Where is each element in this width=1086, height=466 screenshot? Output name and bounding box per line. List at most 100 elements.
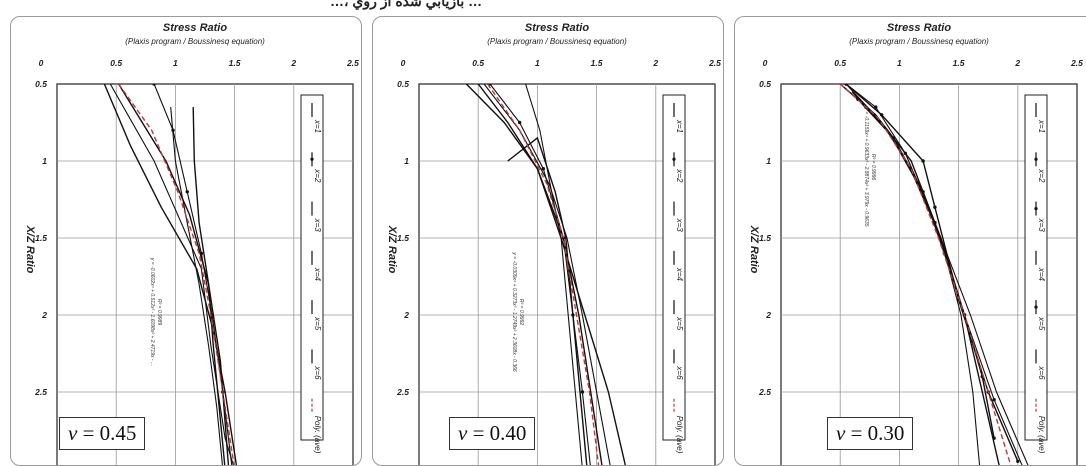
series-point [580,390,585,394]
legend-marker [672,157,676,161]
x-tick-label: 1 [173,58,178,68]
series-point [921,190,925,194]
chart-subtitle: (Plaxis program / Boussinesq equation) [487,37,627,46]
y-tick-label: 3 [766,464,771,466]
y-tick-label: 2 [765,310,771,320]
legend-marker [1034,157,1038,161]
legend-label: x=5 [1037,316,1046,331]
legend-label: x=6 [1037,365,1046,380]
series-line [507,136,588,465]
legend-label: Poly. (ave) [313,416,322,454]
x-tick-label: 0.5 [834,58,846,68]
series-group [465,84,626,465]
y-tick-label: 1 [766,156,771,166]
x-tick-label: 1 [897,58,902,68]
series-point [903,151,908,155]
legend-box [1024,94,1048,441]
legend-label: x=6 [313,365,322,380]
x-tick-label: 2.5 [1070,58,1083,68]
series-line [118,84,230,465]
chart-subtitle: (Plaxis program / Boussinesq equation) [849,37,989,46]
y-axis-label: X/Z Ratio [748,225,760,274]
legend-box [300,94,324,441]
poisson-label-1: ν = 0.45 [59,417,146,450]
legend-label: x=1 [1037,119,1046,133]
y-tick-label: 1.5 [35,233,47,243]
series-point [879,113,884,117]
y-tick-label: 0.5 [397,79,409,89]
x-tick-label: 1.5 [229,58,241,68]
equation-line: R² = 0.9996 [870,154,876,180]
legend: x=1 x=2 x=3 x=4 x=5 x=6 Poly. (ave) [662,94,686,454]
trend-equation: y = -0.0309x⁴ + 0.3273x³ - 1.2749x² + 2.… [511,251,524,372]
legend-marker [310,157,314,161]
y-tick-label: 2.5 [396,387,409,397]
equation-line: y = -0.1159x⁴ + 0.9633x³ - 2.8874x² + 3.… [863,107,869,227]
legend-label: Poly. (ave) [1037,416,1046,454]
x-tick-label: 0.5 [472,58,484,68]
trend-equation: y = -0.0602x⁴ + 0.512x³ - 1.6098x² + 2.4… [149,257,162,366]
legend-marker [1034,206,1038,211]
series-point [185,190,189,194]
series-point [152,84,156,86]
poisson-value-3: 0.30 [867,421,905,445]
x-tick-label: 0.5 [110,58,122,68]
chart-svg-2: Stress Ratio (Plaxis program / Boussinesq… [386,22,721,466]
series-point [933,205,937,209]
y-tick-label: 1 [42,156,47,166]
x-tick-label: 1.5 [591,58,603,68]
y-tick-label: 2 [41,310,47,320]
legend-label: x=3 [675,218,684,233]
y-tick-label: 2 [403,310,409,320]
legend-label: x=4 [1037,267,1046,282]
y-tick-label: 2.5 [34,387,47,397]
chart-title: Stress Ratio [163,22,227,34]
series-line [487,84,600,465]
y-axis-label: X/Z Ratio [386,225,398,274]
y-tick-label: 0.5 [759,79,771,89]
equation-line: y = -0.0602x⁴ + 0.512x³ - 1.6098x² + 2.4… [149,257,155,366]
y-tick-label: 1 [404,156,409,166]
series-point [921,159,925,163]
x-tick-label: 2 [652,58,658,68]
legend-label: x=2 [1037,168,1046,183]
legend-label: x=4 [313,267,322,282]
chart-title: Stress Ratio [887,22,951,34]
y-tick-label: 0.5 [35,79,47,89]
y-axis-label: X/Z Ratio [24,225,36,274]
legend-label: x=5 [675,316,684,331]
chart-panel-3: Stress Ratio (Plaxis program / Boussinesq… [734,16,1086,466]
legend-label: x=3 [313,218,322,233]
series-line [103,84,238,465]
poisson-label-2: ν = 0.40 [449,417,536,450]
x-tick-label: 0 [401,58,406,68]
x-tick-label: 1 [535,58,540,68]
poisson-value-2: 0.40 [489,421,527,445]
poisson-value-1: 0.45 [99,421,137,445]
series-line [525,84,583,465]
x-tick-label: 2.5 [346,58,359,68]
legend-label: x=1 [675,119,684,133]
trend-equation: y = -0.1159x⁴ + 0.9633x³ - 2.8874x² + 3.… [863,107,876,227]
x-tick-label: 0 [39,58,44,68]
legend-label: x=2 [313,168,322,183]
x-tick-label: 0 [763,58,768,68]
legend-label: Poly. (ave) [675,416,684,454]
x-tick-label: 2 [1014,58,1020,68]
y-tick-label: 2.5 [758,387,771,397]
legend: x=1 x=2 x=3 x=4 x=5 x=6 Poly. (ave) [300,94,324,454]
series-point [541,167,546,171]
legend-box [662,94,686,441]
equation-line: y = -0.0309x⁴ + 0.3273x³ - 1.2749x² + 2.… [511,251,517,372]
chart-svg-3: Stress Ratio (Plaxis program / Boussinesq… [748,22,1083,466]
poisson-label-3: ν = 0.30 [827,417,914,450]
y-tick-label: 3 [404,464,409,466]
chart-title: Stress Ratio [525,22,589,34]
series-line [170,107,223,465]
series-line [839,84,1012,465]
y-tick-label: 1.5 [759,233,771,243]
legend-label: x=6 [675,365,684,380]
chart-subtitle: (Plaxis program / Boussinesq equation) [125,37,265,46]
chart-svg-1: Stress Ratio (Plaxis program / Boussinesq… [24,22,359,465]
legend: x=1 x=2 x=3 x=4 x=5 x=6 Poly. (ave) [1024,94,1048,454]
